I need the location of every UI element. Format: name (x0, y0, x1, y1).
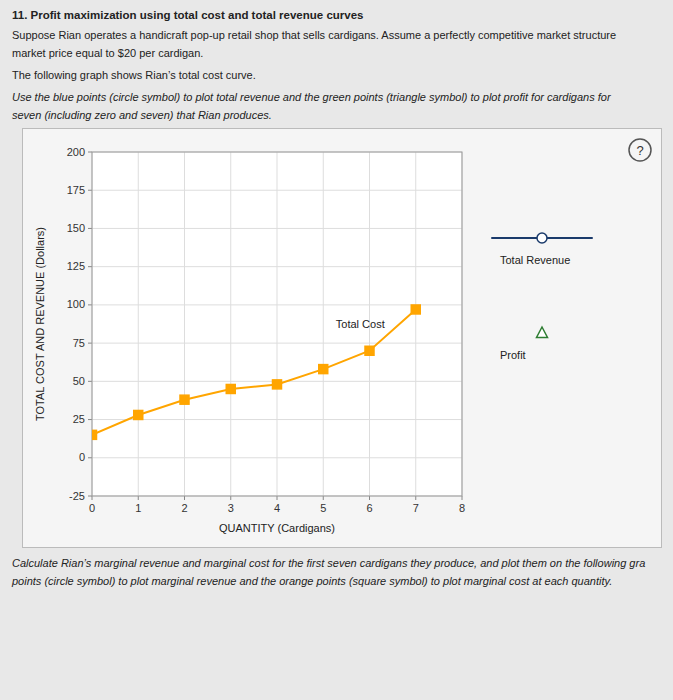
title: 11. Profit maximization using total cost… (12, 8, 661, 22)
tick (88, 343, 92, 344)
tick (88, 419, 92, 420)
tick (462, 496, 463, 500)
data-point (273, 380, 282, 389)
text-paragraph: seven (including zero and seven) that Ri… (12, 108, 661, 122)
grid-line (415, 152, 416, 496)
tick (92, 496, 93, 500)
tick (88, 496, 92, 497)
data-point (226, 384, 235, 393)
tick-label: 3 (228, 502, 234, 514)
text-paragraph: market price equal to $20 per cardigan. (12, 46, 661, 60)
data-point (365, 346, 374, 355)
tick (415, 496, 416, 500)
tick (88, 266, 92, 267)
legend-label: Total Revenue (500, 254, 570, 266)
plot-area (92, 152, 462, 496)
tick-label: 25 (73, 413, 85, 425)
legend-marker[interactable] (537, 327, 548, 338)
tick-label: 150 (67, 222, 85, 234)
grid-line (184, 152, 185, 496)
tick-label: 2 (181, 502, 187, 514)
grid-line (323, 152, 324, 496)
tick-label: 175 (67, 184, 85, 196)
legend: Total Revenue Profit (492, 233, 592, 361)
chart: -25 0 25 50 75 100 125 150 175 200 0 1 2 3 4 5 6 7 8 QUANTI… (22, 128, 662, 548)
tick (88, 381, 92, 382)
help-icon[interactable]: ? (629, 139, 651, 161)
data-point (92, 430, 97, 439)
tick-label: 0 (89, 502, 95, 514)
plot-frame (92, 152, 462, 496)
text-paragraph: Suppose Rian operates a handicraft pop-u… (12, 28, 661, 42)
tick (88, 304, 92, 305)
tick (88, 228, 92, 229)
data-point (134, 410, 143, 419)
panel (23, 129, 662, 548)
tick (184, 496, 185, 500)
help-circle[interactable] (629, 139, 651, 161)
grid-line (230, 152, 231, 496)
tick-label: 100 (67, 298, 85, 310)
tick (138, 496, 139, 500)
data-point (319, 365, 328, 374)
tick-label: 1 (135, 502, 141, 514)
tick-label: 7 (413, 502, 419, 514)
tick-label: 125 (67, 260, 85, 272)
tick-label: -25 (69, 490, 85, 502)
data-point (180, 395, 189, 404)
grid (92, 152, 462, 496)
text-paragraph: Calculate Rian’s marginal revenue and ma… (12, 556, 661, 570)
tick (88, 190, 92, 191)
tick-label: 5 (320, 502, 326, 514)
text-paragraph: Use the blue points (circle symbol) to p… (12, 90, 661, 104)
tick (88, 457, 92, 458)
tick-label: 4 (274, 502, 280, 514)
series-line (92, 309, 416, 434)
tick-label: 8 (459, 502, 465, 514)
data-point (411, 305, 420, 314)
tick (369, 496, 370, 500)
tick (277, 496, 278, 500)
tick-label: 50 (73, 375, 85, 387)
legend-marker[interactable] (537, 233, 547, 243)
text-paragraph: points (circle symbol) to plot marginal … (12, 574, 661, 588)
tick-label: 6 (366, 502, 372, 514)
x-axis-label: QUANTITY (Cardigans) (219, 522, 335, 534)
tick-label: 200 (67, 146, 85, 158)
grid-line (138, 152, 139, 496)
tick-label: 75 (73, 337, 85, 349)
tick (323, 496, 324, 500)
text-paragraph: The following graph shows Rian’s total c… (12, 68, 661, 82)
grid-line (277, 152, 278, 496)
plot-marks (92, 305, 420, 439)
tick-label: 0 (79, 451, 85, 463)
tick (230, 496, 231, 500)
tick (88, 152, 92, 153)
y-axis-label: TOTAL COST AND REVENUE (Dollars) (34, 227, 46, 421)
annotation: Total Cost (336, 318, 385, 330)
help-label[interactable]: ? (636, 143, 643, 158)
legend-label: Profit (500, 349, 526, 361)
